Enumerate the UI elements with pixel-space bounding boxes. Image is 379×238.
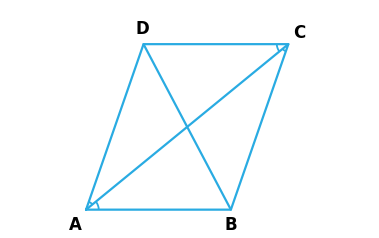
Text: B: B <box>225 216 237 233</box>
Text: C: C <box>293 24 305 42</box>
Text: A: A <box>69 216 82 233</box>
Text: D: D <box>136 20 149 38</box>
